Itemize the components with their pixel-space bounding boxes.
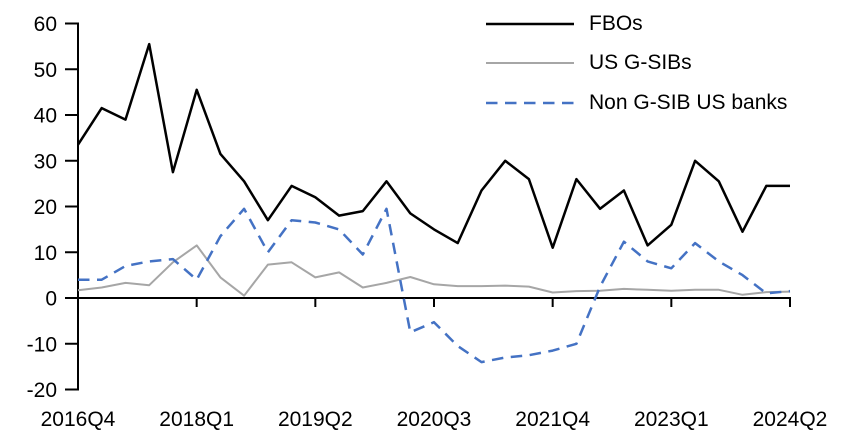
y-axis-label: 40 (34, 105, 57, 128)
legend-label-fbos: FBOs (589, 11, 643, 35)
x-axis-label: 2021Q4 (515, 408, 590, 431)
y-axis-label: 30 (34, 150, 57, 173)
legend-label-non-gsib-us-banks: Non G-SIB US banks (589, 90, 788, 114)
x-axis-label: 2024Q2 (753, 408, 828, 431)
y-axis-label: 50 (34, 59, 57, 82)
y-axis-label: 60 (34, 13, 57, 36)
y-axis-label: 20 (34, 196, 57, 219)
legend-label-us-gsibs: US G-SIBs (589, 51, 692, 75)
y-axis-label: 10 (34, 242, 57, 265)
series-line-non-gsib-us-banks (78, 207, 791, 364)
legend-line-sample-fbos (486, 22, 574, 25)
legend-item-us-gsibs: US G-SIBs (486, 44, 787, 84)
legend-line-sample-non-gsib-us-banks (486, 101, 574, 104)
x-axis-label: 2019Q2 (278, 408, 353, 431)
x-axis-label: 2018Q1 (159, 408, 234, 431)
x-axis-label: 2023Q1 (634, 408, 709, 431)
legend-line-sample-us-gsibs (486, 62, 574, 65)
series-line-fbos (76, 42, 790, 249)
series-line-us-gsibs (77, 244, 791, 297)
y-axis-label: 0 (45, 288, 57, 311)
legend-item-non-gsib-us-banks: Non G-SIB US banks (486, 83, 787, 123)
y-axis-label: -10 (27, 333, 57, 356)
y-axis-label: -20 (27, 379, 57, 402)
x-axis-label: 2016Q4 (41, 408, 116, 431)
x-axis-label: 2020Q3 (397, 408, 472, 431)
legend-item-fbos: FBOs (486, 4, 787, 44)
chart-legend: FBOs US G-SIBs Non G-SIB US banks (486, 4, 787, 123)
